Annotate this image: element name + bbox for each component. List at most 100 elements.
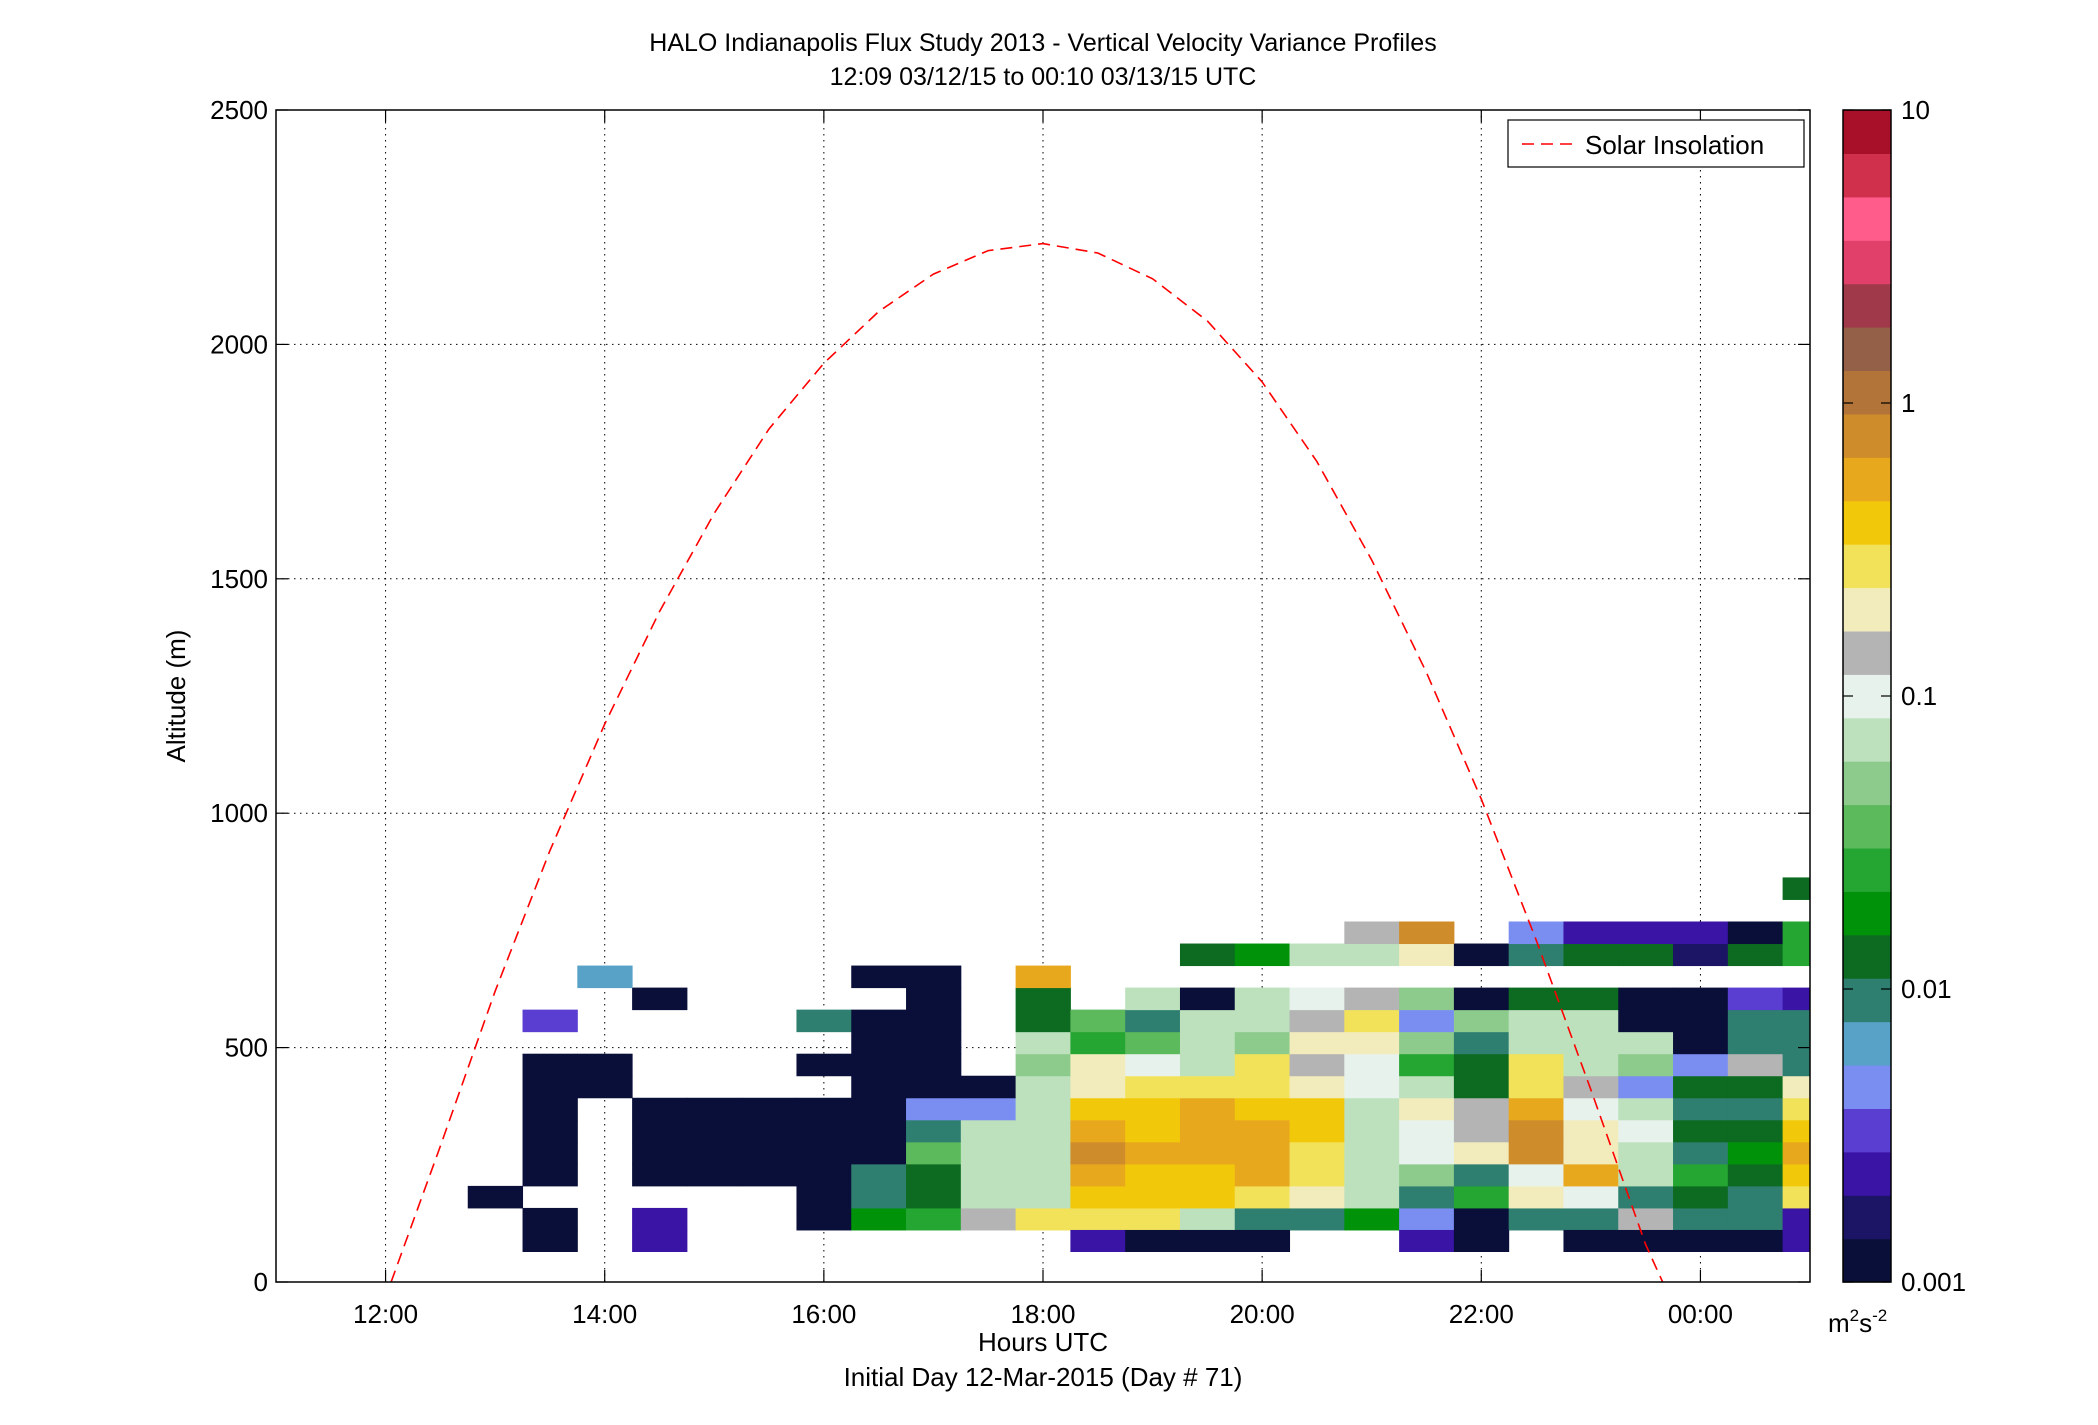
heatmap-cell (1892, 1120, 1947, 1143)
heatmap-cell (2057, 1186, 2098, 1209)
heatmap-cell (796, 1053, 852, 1077)
heatmap-cell (906, 1053, 962, 1077)
heatmap-cell (1508, 1207, 1564, 1231)
heatmap-cell (1234, 1031, 1291, 1055)
heatmap-cell (1015, 1009, 1071, 1033)
heatmap-cell (1399, 1097, 1455, 1121)
y-axis: 0 500 1000 1500 2000 2500 (210, 95, 1810, 1297)
heatmap-cell (522, 1053, 578, 1077)
heatmap-cell (1618, 1119, 1674, 1143)
heatmap-cell (1673, 987, 1729, 1011)
heatmap-cell (851, 1141, 907, 1165)
colorbar-swatch (1843, 283, 1891, 328)
heatmap-cell (1125, 1053, 1181, 1077)
heatmap-cell (1947, 877, 2002, 900)
heatmap-cell (1289, 1119, 1345, 1143)
y-axis-label: Altitude (m) (161, 630, 191, 763)
heatmap-cell (1234, 943, 1291, 967)
heatmap-cell (1947, 1010, 2002, 1033)
heatmap-cell (851, 1119, 907, 1143)
heatmap-cell (1618, 1031, 1674, 1055)
heatmap-cell (577, 1075, 633, 1099)
heatmap-cell (1618, 1009, 1674, 1033)
heatmap-cell (2057, 1098, 2098, 1121)
heatmap-cell (2057, 1142, 2098, 1165)
heatmap-cell (1453, 1097, 1510, 1121)
colorbar-swatch (1843, 934, 1891, 979)
heatmap-cell (1508, 1163, 1564, 1187)
heatmap-cell (1289, 1097, 1345, 1121)
colorbar-swatch (1843, 1238, 1891, 1283)
heatmap-cell (577, 965, 633, 989)
heatmap-cell (1234, 1119, 1291, 1143)
heatmap-cell (1015, 1119, 1071, 1143)
heatmap-cell (1453, 1119, 1510, 1143)
heatmap-cell (577, 1053, 633, 1077)
heatmap-cell (1015, 1185, 1071, 1209)
heatmap-cell (632, 987, 688, 1011)
heatmap-cell (1399, 1009, 1455, 1033)
heatmap-cell (1727, 1053, 1784, 1077)
colorbar-swatch (1843, 1151, 1891, 1196)
heatmap-cell (522, 1141, 578, 1165)
heatmap-cell (1344, 1009, 1400, 1033)
heatmap-cell (906, 965, 962, 989)
colorbar-tick-label: 0.001 (1901, 1267, 1966, 1297)
heatmap-cell (1234, 1097, 1291, 1121)
heatmap-cell (2002, 1164, 2057, 1187)
heatmap-cell (1727, 1163, 1784, 1187)
heatmap-cell (1782, 1119, 1810, 1143)
heatmap-cell (851, 1053, 907, 1077)
heatmap-cell (1015, 1031, 1071, 1055)
heatmap-cell (960, 1185, 1017, 1209)
heatmap-cell (1563, 921, 1619, 945)
heatmap-cell (632, 1119, 688, 1143)
heatmap-cell (1618, 1185, 1674, 1209)
heatmap-cell (1015, 1207, 1071, 1231)
heatmap-cell (1453, 1207, 1510, 1231)
heatmap-cell (1673, 1075, 1729, 1099)
heatmap-cell (1563, 1009, 1619, 1033)
y-tick-label: 2000 (210, 329, 268, 359)
heatmap-cell (1453, 1185, 1510, 1209)
legend-entry-solar-insolation: Solar Insolation (1585, 130, 1764, 160)
heatmap-cell (1179, 1075, 1236, 1099)
heatmap-cell (1892, 1054, 1947, 1077)
heatmap-cell (1727, 1119, 1784, 1143)
heatmap-cell (1179, 1185, 1236, 1209)
heatmap-cell (1399, 1163, 1455, 1187)
heatmap-cell (632, 1097, 688, 1121)
heatmap-cell (1070, 1097, 1126, 1121)
heatmap-cell (1015, 965, 1071, 989)
heatmap-cell (906, 1185, 962, 1209)
heatmap-cell (1563, 1207, 1619, 1231)
heatmap-cell (1563, 1163, 1619, 1187)
colorbar (1843, 110, 1891, 1283)
heatmap-cell (1892, 1186, 1947, 1209)
heatmap-cell (960, 1119, 1017, 1143)
heatmap-cell (741, 1163, 797, 1187)
heatmap-cell (1673, 1207, 1729, 1231)
heatmap-cell (1673, 943, 1729, 967)
heatmap-cell (1070, 1229, 1126, 1252)
heatmap-cell (1947, 1186, 2002, 1209)
heatmap-cell (1892, 1142, 1947, 1165)
heatmap-cell (906, 987, 962, 1011)
heatmap-cell (1399, 987, 1455, 1011)
heatmap-cell (1125, 987, 1181, 1011)
heatmap-cell (2057, 1164, 2098, 1187)
heatmap-cell (1782, 1229, 1810, 1252)
heatmap-cell (1399, 1053, 1455, 1077)
colorbar-swatch (1843, 500, 1891, 545)
heatmap-cell (522, 1075, 578, 1099)
heatmap-cell (1179, 943, 1236, 967)
heatmap-cell (1947, 1164, 2002, 1187)
heatmap-cell (796, 1009, 852, 1033)
heatmap-cell (741, 1097, 797, 1121)
heatmap-cell (522, 1119, 578, 1143)
x-axis-sublabel: Initial Day 12-Mar-2015 (Day # 71) (844, 1362, 1243, 1392)
heatmap-cell (467, 1185, 524, 1209)
heatmap-cell (1673, 1009, 1729, 1033)
heatmap-cell (741, 1141, 797, 1165)
colorbar-swatch (1843, 587, 1891, 632)
